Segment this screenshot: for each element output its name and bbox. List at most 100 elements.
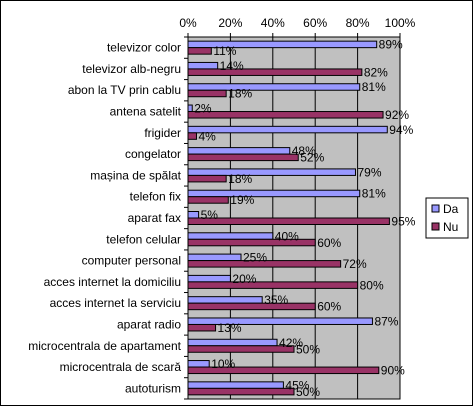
bar-da [187,232,274,240]
bar-value-label: 18% [228,172,252,186]
bar-da [187,83,361,91]
bar-value-label: 50% [296,385,320,399]
x-tick-label: 20% [218,16,242,30]
bar-value-label: 81% [362,80,386,94]
bar-nu [187,387,295,396]
bar-value-label: 10% [211,357,235,371]
bar-nu [187,174,227,183]
bar-nu [187,111,384,119]
category-label: antena satelit [110,105,182,119]
bar-value-label: 92% [385,108,409,122]
bar-nu [187,345,295,353]
bar-da [187,147,291,155]
category-label: mașina de spălat [90,168,181,182]
bar-value-label: 87% [374,314,398,328]
bar-value-label: 20% [232,272,256,286]
bar-da [187,274,231,283]
x-axis-ticks: 0% 20% 40% 60% 80% 100% [179,16,416,400]
x-tick-label: 60% [303,16,327,30]
bars [187,40,390,396]
bar-value-label: 89% [379,38,403,52]
bar-value-label: 82% [364,65,388,79]
bar-value-label: 60% [317,236,341,250]
legend-label-nu: Nu [443,220,458,234]
category-label: televizor color [107,41,181,55]
bar-value-label: 72% [343,257,367,271]
bar-da [187,104,193,113]
legend-box [425,197,469,239]
bar-value-label: 52% [300,151,324,165]
bar-value-label: 90% [381,364,405,378]
bar-nu [187,47,212,55]
x-tick-label: 80% [346,16,370,30]
x-tick-label: 100% [385,16,416,30]
legend: Da Nu [425,197,469,239]
bar-da [187,296,263,304]
bar-value-label: 5% [201,208,219,222]
bar-da [187,381,284,389]
x-tick-label: 0% [179,16,197,30]
bar-nu [187,217,390,225]
bar-da [187,61,219,70]
bar-da [187,189,361,198]
bar-da [187,40,378,49]
bar-da [187,338,278,347]
bar-value-label: 35% [264,293,288,307]
data-labels: 89%11%14% 82%81%18%2% 92%94%4%48%52%79%18%… [194,38,416,399]
category-label: acces internet la domiciliu [44,275,181,289]
legend-label-da: Da [443,202,459,216]
bar-nu [187,196,229,204]
bar-nu [187,366,380,375]
category-label: autoturism [125,381,181,395]
category-label: aparat radio [117,317,181,331]
bar-value-label: 50% [296,342,320,356]
category-label: microcentrala de apartament [28,339,181,353]
bar-nu [187,260,342,268]
legend-swatch-nu [431,222,440,231]
category-label: microcentrala de scară [60,360,182,374]
bar-da [187,360,210,368]
bar-value-label: 14% [220,59,244,73]
category-label: telefon celular [106,232,181,246]
category-labels: televizor color televizor alb-negru abon l… [28,41,181,396]
bar-nu [187,153,299,162]
legend-swatch-da [431,204,440,213]
bar-value-label: 60% [317,300,341,314]
bar-value-label: 18% [228,87,252,101]
x-tick-label: 40% [261,16,285,30]
bar-value-label: 79% [357,165,381,179]
bar-nu [187,89,227,98]
bar-nu [187,68,363,76]
category-label: telefon fix [130,190,181,204]
bar-value-label: 2% [194,102,212,116]
bar-da [187,253,242,262]
bar-value-label: 13% [218,321,242,335]
bar-da [187,125,388,134]
category-label: frigider [144,126,181,140]
bar-value-label: 40% [275,229,299,243]
bar-value-label: 48% [292,144,316,158]
bar-value-label: 45% [285,378,309,392]
bar-value-label: 25% [243,251,267,265]
bar-nu [187,323,217,332]
bar-da [187,168,356,176]
category-label: congelator [125,147,181,161]
category-label: aparat fax [128,211,181,225]
bar-value-label: 19% [230,193,254,207]
bar-da [187,211,200,219]
category-label: acces internet la serviciu [50,296,181,310]
category-label: computer personal [82,254,181,268]
bar-nu [187,281,359,289]
bar-nu [187,132,197,140]
bar-value-label: 42% [279,336,303,350]
bar-value-label: 94% [389,123,413,137]
bar-value-label: 81% [362,187,386,201]
category-label: abon la TV prin cablu [68,83,181,97]
bar-value-label: 4% [198,129,216,143]
bar-nu [187,302,316,311]
bar-value-label: 11% [213,44,236,58]
bar-value-label: 95% [391,215,415,229]
bar-nu [187,238,316,247]
